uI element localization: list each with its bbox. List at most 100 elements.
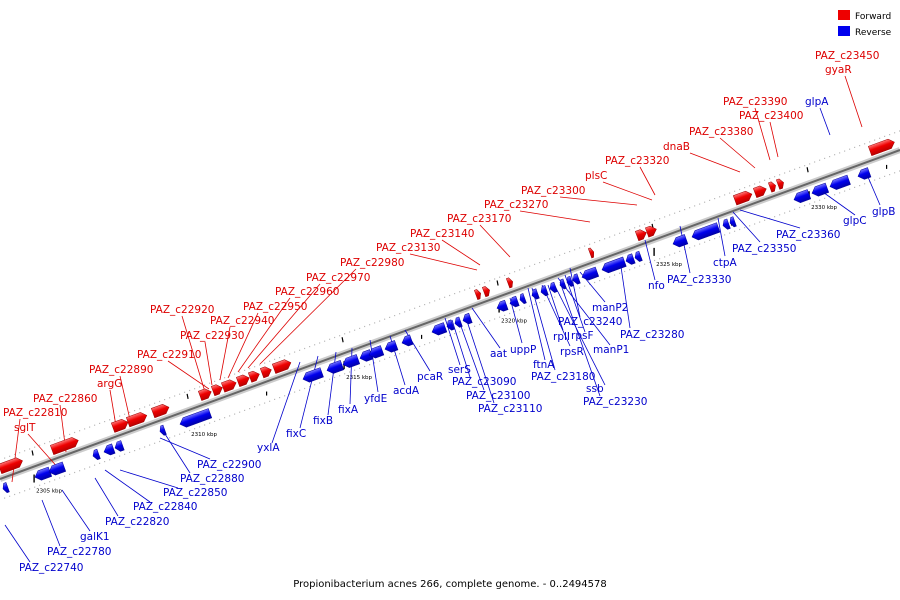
reverse-gene <box>519 293 527 305</box>
reverse-gene <box>2 482 10 494</box>
gene-label: glpA <box>805 96 829 108</box>
gene-label: PAZ_c22850 <box>163 487 227 499</box>
gene-label: PAZ_c23380 <box>689 126 753 138</box>
gene-label: fixB <box>313 415 333 427</box>
axis-tick-label: 2310 kbp <box>191 432 217 438</box>
reverse-gene <box>509 295 520 308</box>
gene-label: PAZ_c22920 <box>150 304 214 316</box>
gene-label: PAZ_c22740 <box>19 562 83 574</box>
reverse-gene <box>722 218 731 230</box>
reverse-gene <box>34 466 53 481</box>
gene-label: PAZ_c22880 <box>180 473 244 485</box>
forward-gene <box>644 225 657 238</box>
label-connectors <box>4 75 881 563</box>
gene-label: pcaR <box>417 371 443 383</box>
forward-gene <box>867 138 895 157</box>
gene-label: PAZ_c22970 <box>306 272 370 284</box>
gene-label: PAZ_c22930 <box>180 330 244 342</box>
legend-swatch-forward <box>838 10 850 20</box>
forward-gene <box>775 178 784 190</box>
gene-label: manP1 <box>593 344 629 356</box>
reverse-gene <box>302 367 324 383</box>
gene-label: PAZ_c22940 <box>210 315 274 327</box>
forward-gene <box>49 437 79 456</box>
reverse-gene <box>368 345 385 359</box>
forward-gene <box>210 384 223 397</box>
legend: Forward Reverse <box>838 10 892 38</box>
forward-gene <box>634 229 647 242</box>
reverse-gene <box>672 234 689 248</box>
gene-label: PAZ_c23110 <box>478 403 542 415</box>
forward-gene <box>767 181 776 193</box>
axis-tick-label: 2315 kbp <box>346 375 372 381</box>
gene-label: PAZ_c23270 <box>484 199 548 211</box>
gene-label: rpsR <box>560 346 584 358</box>
gene-label: ctpA <box>713 257 738 269</box>
reverse-gene <box>103 443 116 456</box>
reverse-gene <box>496 299 509 312</box>
gene-label: PAZ_c23330 <box>667 274 731 286</box>
reverse-gene <box>326 359 345 374</box>
reverse-gene <box>549 281 558 293</box>
legend-label-forward: Forward <box>855 12 891 22</box>
forward-gene-labels: PAZ_c22810 sglT PAZ_c22860 argG PAZ_c228… <box>3 50 879 434</box>
reverse-gene <box>625 253 636 265</box>
gene-label: PAZ_c22910 <box>137 349 201 361</box>
gene-label: dnaB <box>663 141 690 153</box>
reverse-gene <box>446 319 455 331</box>
gene-label: PAZ_c22950 <box>243 301 307 313</box>
forward-gene <box>235 374 250 388</box>
forward-gene <box>125 412 148 428</box>
gene-label: plsC <box>585 170 607 182</box>
reverse-gene <box>729 216 737 228</box>
reverse-gene <box>462 312 473 325</box>
axis-tick-label: 2305 kbp <box>36 489 62 495</box>
reverse-gene <box>559 278 567 290</box>
gene-label: PAZ_c23390 <box>723 96 787 108</box>
reverse-gene <box>581 266 600 281</box>
gene-label: aat <box>490 348 507 360</box>
gene-label: PAZ_c23360 <box>776 229 840 241</box>
genome-axis <box>0 147 900 482</box>
gene-label: glpB <box>872 206 895 218</box>
reverse-gene <box>342 354 361 368</box>
reverse-gene <box>92 448 101 460</box>
gene-label: PAZ_c23400 <box>739 110 803 122</box>
reverse-gene <box>601 256 627 274</box>
gene-label: PAZ_c23280 <box>620 329 684 341</box>
forward-gene <box>0 457 23 475</box>
gene-label: PAZ_c23140 <box>410 228 474 240</box>
reverse-gene <box>793 189 812 203</box>
reverse-gene <box>384 340 399 353</box>
reverse-gene <box>454 316 463 328</box>
gene-label: serS <box>448 364 471 376</box>
gene-label: PAZ_c23180 <box>531 371 595 383</box>
gene-label: ssb <box>586 383 604 395</box>
gene-label: glpC <box>843 215 867 227</box>
reverse-gene <box>857 167 872 180</box>
forward-gene <box>732 190 753 206</box>
gene-label: acdA <box>393 385 420 397</box>
gene-label: fixA <box>338 404 359 416</box>
reverse-gene <box>159 424 167 436</box>
gene-label: PAZ_c23240 <box>558 316 622 328</box>
gene-label: PAZ_c23450 <box>815 50 879 62</box>
gene-label: PAZ_c23230 <box>583 396 647 408</box>
reverse-gene-labels: glpA glpB glpC PAZ_c23360 PAZ_c23350 ctp… <box>19 96 895 574</box>
gene-label: fixC <box>286 428 306 440</box>
gene-label: galK1 <box>80 531 110 543</box>
axis-tick: 2325 kbp <box>653 247 683 268</box>
reverse-gene <box>431 322 448 336</box>
gene-label: PAZ_c22780 <box>47 546 111 558</box>
gene-label: PAZ_c23130 <box>376 242 440 254</box>
forward-gene <box>197 388 212 401</box>
reverse-gene <box>359 349 374 362</box>
forward-gene <box>247 370 260 383</box>
gene-label: PAZ_c23320 <box>605 155 669 167</box>
gene-label: sglT <box>14 422 36 434</box>
gene-label: argG <box>97 378 122 390</box>
gene-label: yxlA <box>257 442 280 454</box>
forward-gene <box>473 289 481 301</box>
legend-swatch-reverse <box>838 26 850 36</box>
